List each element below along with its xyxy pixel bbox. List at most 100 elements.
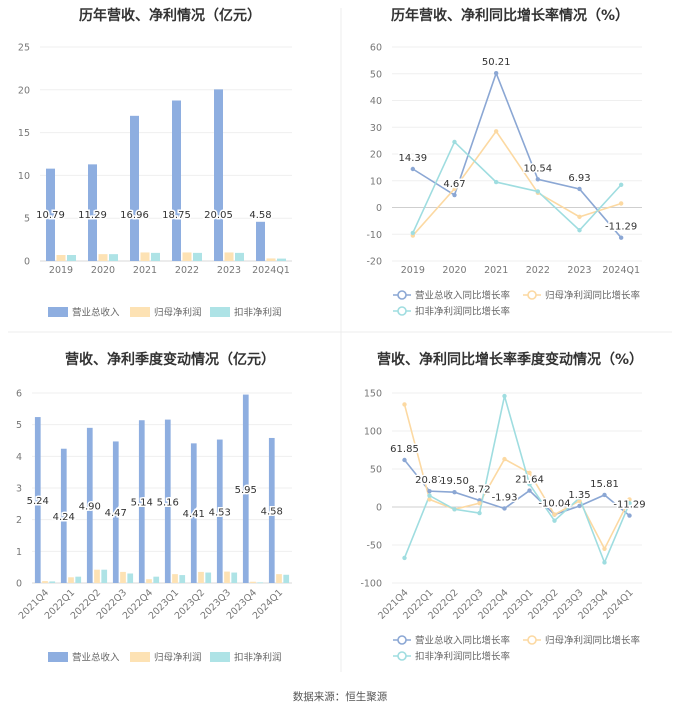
data-point [535,189,541,194]
data-point [627,513,632,518]
data-point [602,546,607,551]
bar-net-profit [140,252,150,261]
bar-net-profit [98,254,108,261]
data-label: 4.53 [209,507,231,518]
legend-label: 归母净利润 [154,307,202,319]
series-line-revenue-growth [403,459,631,517]
bar-net-profit [198,571,204,583]
y-tick-label: 0 [16,579,22,590]
y-tick-label: -20 [366,257,382,268]
x-tick-label: 2020 [442,265,466,276]
data-label: 4.47 [105,508,127,519]
y-tick-label: -50 [366,541,382,552]
data-label: 4.90 [79,501,101,512]
data-point [627,501,632,506]
bar-revenue [214,89,223,261]
data-point [602,560,607,565]
bar-deducted-profit [109,254,118,261]
data-label: 20.05 [204,210,233,221]
chart-title: 历年营收、净利同比增长率情况（%） [391,7,629,24]
y-tick-label: 6 [16,389,22,400]
data-point [577,186,582,192]
legend-label: 扣非净利润同比增长率 [415,651,511,663]
legend-label: 归母净利润同比增长率 [545,290,641,302]
chart-title: 营收、净利同比增长率季度变动情况（%） [377,351,643,368]
y-tick-label: 20 [18,85,30,96]
y-tick-label: 5 [24,214,30,225]
legend-label: 归母净利润同比增长率 [545,635,641,647]
annual-revenue-profit-chart: 历年营收、净利情况（亿元） 0 5 10 15 20 25 2019 2020 2021 2022 2… [18,7,292,319]
x-tick-label: 2021 [133,265,157,276]
data-point [452,186,457,191]
legend-label: 扣非净利润 [234,652,282,664]
series-line-deducted-profit-growth [403,395,631,565]
bar-deducted-profit [67,255,76,261]
y-tick-label: 0 [376,503,382,514]
x-tick-label: 2024Q1 [252,265,290,276]
data-label: 10.54 [524,163,553,174]
chart-title: 历年营收、净利情况（亿元） [79,7,261,24]
bar-net-profit [42,581,48,583]
x-tick-label: 2021 [484,265,508,276]
x-tick-label: 2023 [217,265,241,276]
bar-net-profit [224,571,230,583]
x-tick-label: 2022 [526,265,550,276]
y-tick-label: 0 [24,257,30,268]
data-label: 11.29 [78,210,107,221]
bar-net-profit [146,579,152,583]
data-point [502,393,507,399]
bar-revenue [112,441,119,583]
data-point [493,70,499,76]
data-point [502,456,507,462]
bar-revenue [34,417,41,583]
legend-swatch [210,307,230,317]
bar-revenue [86,427,93,583]
data-point [452,507,457,512]
bar-net-profit [172,574,178,583]
bar-revenue [242,394,249,583]
y-tick-label: 1 [16,547,22,558]
data-point [493,129,499,134]
data-label: 4.41 [183,509,205,520]
bar-revenue [46,168,55,261]
bar-revenue [216,439,223,583]
data-point [502,506,507,511]
data-point [402,457,407,463]
legend-swatch [48,652,68,662]
bar-deducted-profit [205,572,212,583]
data-label: 8.72 [468,484,490,495]
bar-deducted-profit [277,258,286,261]
data-label: 10.79 [36,210,65,221]
data-label: 21.64 [515,475,544,486]
bar-deducted-profit [101,569,108,583]
legend-marker [397,306,407,316]
data-point [493,179,499,185]
quarterly-growth-rate-chart: 营收、净利同比增长率季度变动情况（%）-100-500501001502021Q… [360,351,647,663]
data-point [402,402,407,407]
bar-revenue [256,221,265,261]
data-point [618,201,624,206]
data-label: -11.29 [613,500,645,511]
legend-label: 营业总收入 [72,652,120,664]
legend-swatch [130,652,150,662]
data-point [577,495,582,501]
data-label: 5.95 [235,485,257,496]
data-point [427,488,432,494]
data-label: -1.93 [492,492,518,503]
data-label: 20.87 [415,475,444,486]
legend-marker [527,635,537,645]
bar-net-profit [250,581,256,583]
data-point [527,488,532,493]
data-point [602,492,607,498]
data-source-footer: 数据来源：恒生聚源 [293,690,388,703]
bar-deducted-profit [127,573,134,583]
series-line-net-profit-growth [412,129,622,237]
bar-deducted-profit [193,252,202,261]
x-tick-label: 2019 [401,265,425,276]
legend-label: 营业总收入 [72,307,120,319]
data-label: 4.24 [53,512,75,523]
series-line-deducted-profit-growth [412,140,622,234]
y-tick-label: 20 [370,150,382,161]
y-tick-label: 10 [370,176,382,187]
data-label: 14.39 [399,153,428,164]
